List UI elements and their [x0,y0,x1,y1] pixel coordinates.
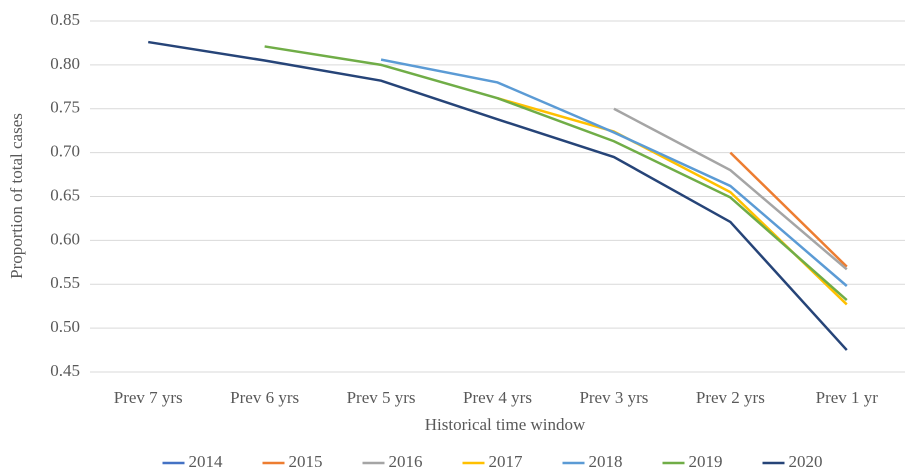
x-tick-label: Prev 1 yr [816,388,879,407]
legend-label: 2018 [589,452,623,471]
legend-label: 2020 [789,452,823,471]
y-tick-label: 0.70 [50,142,80,161]
series-line [729,151,848,268]
x-tick-label: Prev 7 yrs [114,388,183,407]
x-tick-label: Prev 4 yrs [463,388,532,407]
series-line [380,58,848,287]
y-tick-label: 0.45 [50,361,80,380]
y-tick-label: 0.65 [50,185,80,204]
y-tick-label: 0.50 [50,317,80,336]
legend-label: 2019 [689,452,723,471]
y-tick-label: 0.85 [50,10,80,29]
series-line [497,97,848,306]
series-line [264,45,848,301]
y-tick-label: 0.80 [50,54,80,73]
y-axis-label: Proportion of total cases [7,113,26,279]
x-tick-label: Prev 6 yrs [230,388,299,407]
x-tick-label: Prev 3 yrs [579,388,648,407]
legend-label: 2014 [189,452,224,471]
legend-label: 2015 [289,452,323,471]
series-line [148,40,848,351]
x-tick-label: Prev 5 yrs [347,388,416,407]
x-tick-label: Prev 2 yrs [696,388,765,407]
legend-label: 2016 [389,452,423,471]
y-tick-label: 0.75 [50,98,80,117]
x-axis-label: Historical time window [425,415,586,434]
series-line [613,107,848,271]
legend-label: 2017 [489,452,524,471]
y-tick-label: 0.55 [50,273,80,292]
y-tick-label: 0.60 [50,229,80,248]
